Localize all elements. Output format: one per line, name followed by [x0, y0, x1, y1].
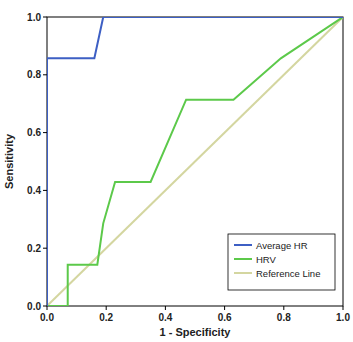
y-tick-label: 0.4	[27, 185, 41, 196]
x-tick	[224, 306, 225, 310]
legend-swatch	[234, 244, 252, 246]
y-tick-label: 1.0	[27, 12, 41, 23]
x-tick-label: 0.6	[218, 312, 232, 323]
chart: 0.0 0.2 0.4 0.6 0.8 1.0 0.0 0.2 0.4 0.6 0.8 1.0 1 - …	[0, 0, 353, 342]
y-tick	[43, 306, 47, 307]
y-tick-label: 0.6	[27, 127, 41, 138]
x-tick	[283, 306, 284, 310]
y-axis-label: Sensitivity	[3, 133, 15, 189]
legend-label: Average HR	[256, 240, 308, 251]
x-axis-label: 1 - Specificity	[160, 326, 232, 338]
y-tick	[43, 132, 47, 133]
x-tick	[165, 306, 166, 310]
legend-swatch	[234, 272, 252, 274]
x-tick	[47, 306, 48, 310]
x-tick-label: 0.8	[277, 312, 291, 323]
legend-label: HRV	[256, 254, 277, 265]
y-tick	[43, 248, 47, 249]
roc-line	[47, 17, 343, 306]
x-tick-label: 0.2	[99, 312, 113, 323]
y-tick	[43, 190, 47, 191]
x-tick-label: 0.0	[40, 312, 54, 323]
x-tick	[106, 306, 107, 310]
y-tick-label: 0.8	[27, 69, 41, 80]
y-tick	[43, 17, 47, 18]
legend-swatch	[234, 258, 252, 260]
y-tick-label: 0.2	[27, 243, 41, 254]
plot-frame	[47, 17, 343, 306]
legend-label: Reference Line	[256, 268, 320, 279]
x-tick	[343, 306, 344, 310]
y-tick	[43, 74, 47, 75]
plot-lines	[47, 17, 343, 306]
y-tick-label: 0.0	[27, 301, 41, 312]
x-tick-label: 1.0	[336, 312, 350, 323]
legend-box	[228, 234, 335, 290]
x-tick-label: 0.4	[158, 312, 172, 323]
roc-line	[47, 17, 343, 306]
roc-line	[47, 17, 343, 306]
